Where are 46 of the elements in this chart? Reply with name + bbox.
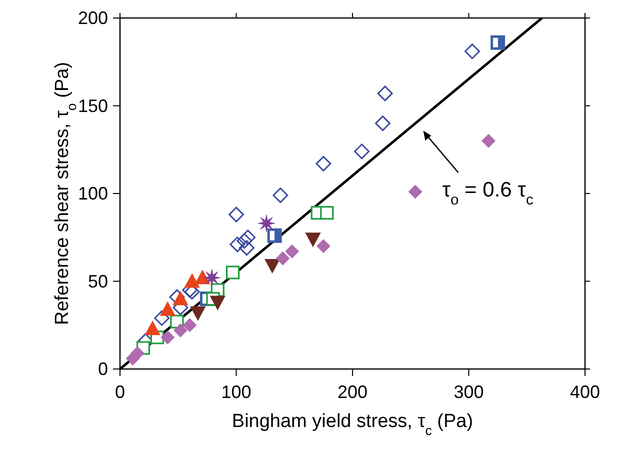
point — [354, 144, 370, 160]
point — [408, 184, 422, 199]
y-tick-label: 100 — [78, 184, 108, 204]
x-tick-label: 300 — [454, 382, 484, 402]
point — [145, 321, 160, 336]
point — [182, 318, 197, 332]
point — [154, 310, 170, 326]
point — [305, 232, 320, 247]
point — [160, 302, 176, 316]
point — [173, 323, 188, 338]
point — [285, 244, 300, 258]
point — [236, 233, 252, 249]
point — [160, 330, 175, 344]
point — [272, 188, 288, 204]
point — [316, 156, 332, 172]
point — [276, 251, 290, 266]
point — [258, 214, 276, 232]
point — [482, 134, 496, 148]
y-tick-label: 200 — [78, 8, 108, 28]
x-tick-label: 100 — [221, 382, 252, 402]
x-tick-label: 200 — [337, 382, 368, 402]
point — [172, 291, 188, 306]
point — [316, 239, 330, 254]
point — [320, 206, 334, 220]
point — [230, 236, 246, 252]
y-tick-label: 150 — [78, 96, 108, 116]
point — [377, 86, 393, 102]
point — [464, 44, 480, 60]
point — [490, 35, 506, 50]
point — [267, 228, 282, 243]
y-tick-label: 0 — [98, 359, 108, 379]
point — [190, 306, 206, 320]
point — [184, 274, 200, 288]
point — [228, 206, 244, 222]
x-tick-label: 0 — [114, 382, 126, 402]
point — [203, 268, 221, 286]
point — [238, 240, 254, 256]
point — [374, 116, 390, 132]
annotation: τ$_{o}$ = 0.6 τ$_{c}$ — [442, 178, 534, 209]
point — [240, 230, 256, 246]
point — [264, 258, 280, 273]
x-axis-title: Bingham yield stress, τ$_{c}$ (Pa) — [232, 411, 474, 438]
y-tick-label: 50 — [88, 271, 108, 292]
x-tick-label: 400 — [570, 382, 600, 402]
point — [210, 296, 226, 310]
point — [226, 266, 240, 280]
